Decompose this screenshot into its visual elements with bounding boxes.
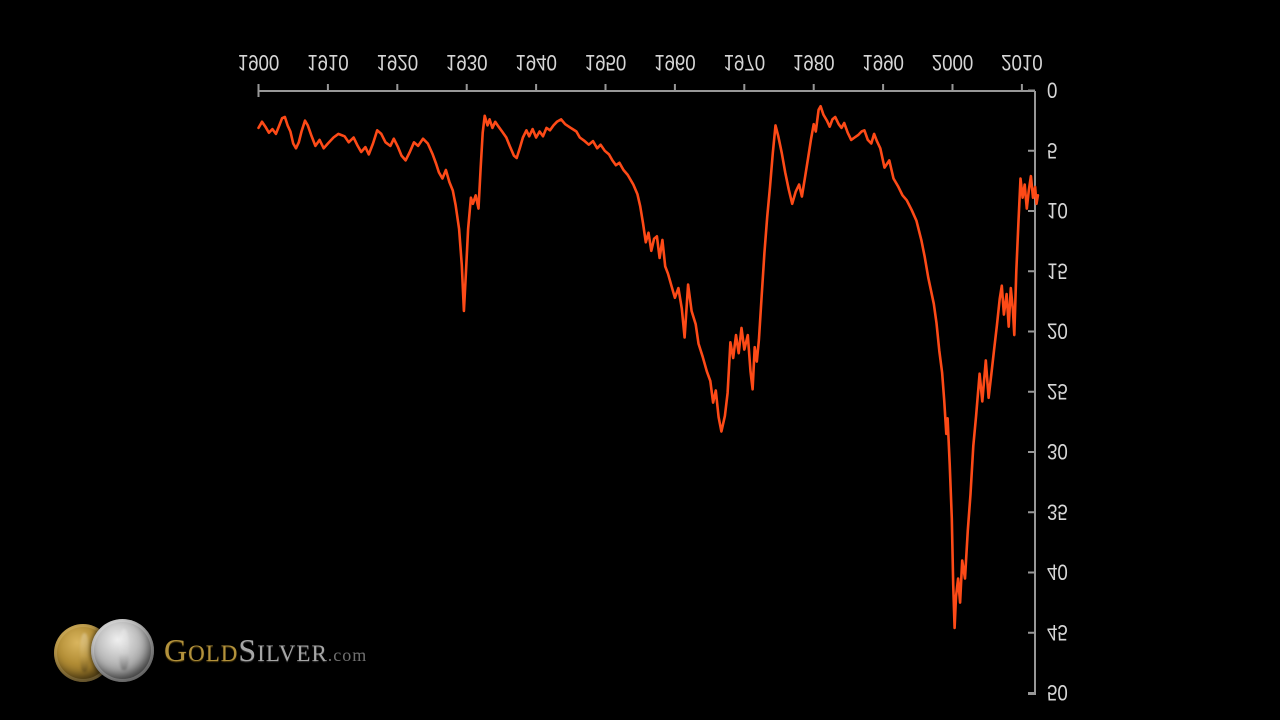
x-axis-label-2000: 2000 [932,50,974,74]
y-axis-label-40: 40 [1047,559,1068,583]
logo-wordmark: GOLDSILVER.com [164,634,367,666]
y-axis-label-10: 10 [1047,198,1068,222]
x-axis-label-1990: 1990 [862,50,904,74]
logo-silver-text: SILVER [238,632,328,668]
y-axis-label-30: 30 [1047,439,1068,463]
y-axis-label-35: 35 [1047,499,1068,523]
y-axis-label-50: 50 [1047,680,1068,704]
logo-gold-text: GOLD [164,632,239,668]
x-axis-label-1900: 1900 [238,50,280,74]
logo-domain-suffix: .com [327,645,368,665]
x-axis-label-1960: 1960 [654,50,696,74]
y-axis-label-45: 45 [1047,619,1068,643]
y-axis-label-5: 5 [1047,137,1057,161]
silver-coin-icon [91,618,154,682]
goldsilver-logo: GOLDSILVER.com [54,612,367,688]
x-axis-line [257,90,1035,97]
x-axis-label-1940: 1940 [515,50,557,74]
x-axis-label-1920: 1920 [377,50,419,74]
ratio-line-series [257,104,1040,630]
y-axis-label-15: 15 [1047,258,1068,282]
x-axis-label-1930: 1930 [446,50,488,74]
x-axis-label-1970: 1970 [724,50,766,74]
x-axis-label-1950: 1950 [585,50,627,74]
y-axis-label-0: 0 [1047,77,1057,101]
x-axis-label-1910: 1910 [307,50,349,74]
y-axis-label-20: 20 [1047,318,1068,342]
x-axis-label-1980: 1980 [793,50,835,74]
x-axis-label-2010: 2010 [1001,50,1043,74]
y-axis-label-25: 25 [1047,378,1068,402]
